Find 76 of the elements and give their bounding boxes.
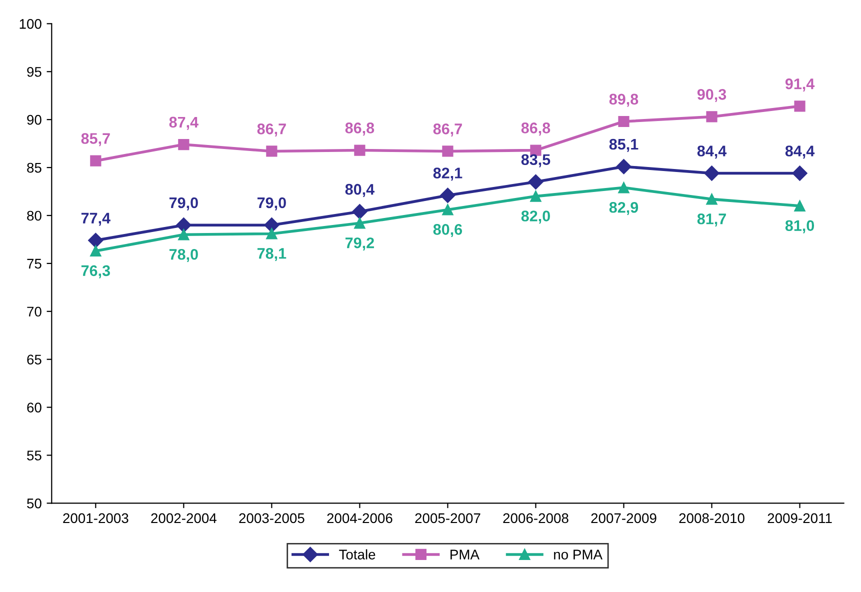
y-tick-label: 75 — [27, 258, 42, 269]
point — [88, 232, 104, 248]
point — [794, 100, 806, 112]
point — [266, 228, 278, 240]
point — [618, 182, 630, 194]
data-label: 89,8 — [609, 94, 638, 107]
point — [442, 204, 454, 216]
data-label: 85,7 — [81, 133, 110, 146]
point — [90, 155, 102, 166]
data-label: 82,0 — [521, 210, 550, 224]
point — [178, 138, 190, 150]
data-label: 79,0 — [169, 197, 198, 210]
point — [706, 194, 718, 205]
point — [616, 159, 632, 174]
y-tick-label: 80 — [27, 210, 42, 221]
x-tick-label: 2005-2007 — [415, 513, 480, 524]
point — [442, 146, 454, 157]
y-tick-label: 50 — [27, 498, 42, 508]
y-tick-label: 60 — [27, 402, 42, 412]
point — [352, 204, 368, 220]
data-label: 79,0 — [257, 197, 286, 210]
y-tick-label: 85 — [27, 162, 42, 173]
point — [264, 218, 280, 233]
point — [618, 116, 630, 128]
x-tick-label: 2006-2008 — [503, 513, 568, 524]
x-tick-label: 2001-2003 — [63, 513, 128, 524]
point — [528, 174, 544, 190]
data-label: 78,0 — [169, 248, 198, 262]
x-tick-label: 2003-2005 — [239, 513, 304, 524]
x-tick-label: 2007-2009 — [591, 513, 656, 524]
data-label: 86,8 — [345, 122, 374, 136]
data-label: 81,0 — [785, 220, 814, 234]
legend-label: PMA — [450, 550, 480, 560]
point — [354, 144, 366, 156]
y-tick-label: 55 — [27, 450, 42, 460]
data-label: 82,9 — [609, 202, 638, 215]
x-tick-label: 2009-2011 — [768, 513, 832, 524]
data-label: 80,4 — [345, 184, 374, 197]
y-tick-label: 90 — [27, 114, 42, 125]
point — [792, 166, 808, 181]
data-label: 90,3 — [697, 88, 726, 102]
point — [266, 146, 278, 157]
y-tick-label: 70 — [27, 306, 42, 317]
data-label: 84,4 — [697, 146, 727, 159]
point — [90, 245, 102, 257]
x-tick-label: 2004-2006 — [327, 513, 392, 524]
point — [354, 218, 366, 229]
point — [706, 111, 718, 122]
point — [440, 188, 456, 203]
data-label: 86,7 — [257, 124, 286, 137]
point — [794, 200, 806, 212]
data-label: 77,4 — [81, 212, 110, 226]
point — [176, 218, 192, 233]
data-label: 80,6 — [433, 224, 462, 238]
point — [704, 166, 720, 181]
legend-label: no PMA — [554, 550, 602, 560]
point — [178, 229, 190, 240]
data-label: 78,1 — [257, 248, 286, 262]
data-label: 82,1 — [433, 168, 462, 181]
data-label: 79,2 — [345, 237, 374, 250]
x-tick-label: 2008-2010 — [679, 513, 744, 524]
data-label: 81,7 — [697, 213, 726, 227]
x-tick-label: 2002-2004 — [151, 513, 216, 524]
data-label: 86,7 — [433, 124, 462, 137]
data-label: 91,4 — [785, 78, 815, 92]
data-label: 85,1 — [609, 138, 638, 152]
y-tick-label: 95 — [27, 66, 42, 77]
data-label: 86,8 — [521, 122, 550, 136]
y-tick-label: 65 — [27, 354, 42, 365]
data-label: 84,4 — [785, 146, 815, 159]
data-label: 83,5 — [521, 154, 550, 168]
y-tick-label: 100 — [20, 19, 42, 29]
data-label: 87,4 — [169, 116, 198, 130]
point — [530, 190, 542, 202]
data-label: 76,3 — [81, 265, 110, 278]
legend-label: Totale — [339, 549, 376, 560]
